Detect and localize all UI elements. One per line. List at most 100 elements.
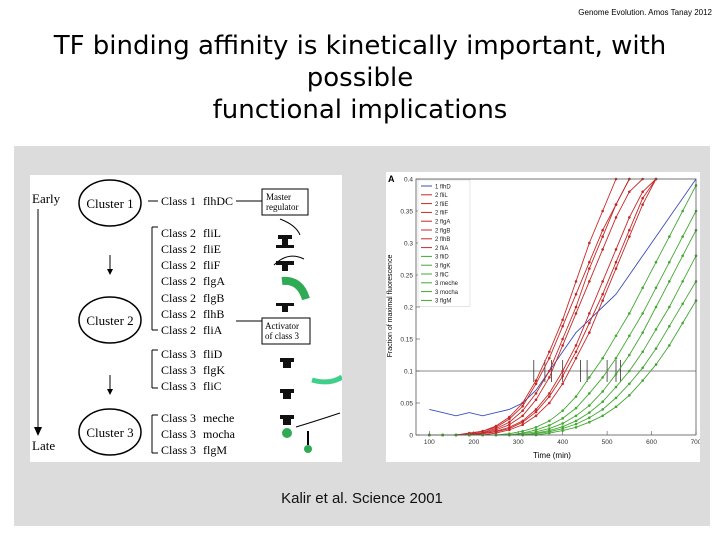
chart-axes: 0 0.05 0.1 0.15 0.2 0.25 0.3 0.35 0.4 100 200 300 40… [400,177,700,447]
y-tick-label: 0.2 [404,305,413,312]
legend-label: 3 mocha [435,290,459,296]
data-point [641,286,644,290]
data-point [574,356,578,360]
motor-icon [276,303,294,312]
data-point [494,424,498,428]
data-point [561,429,564,432]
gene-label-13: flgM [203,443,227,457]
activator-line-1: Activator [265,321,299,331]
data-point [654,328,658,331]
data-point [588,376,591,379]
x-tick-label: 700 [691,439,700,446]
data-point [521,420,524,424]
data-point [588,392,591,395]
data-point [534,414,538,418]
class-label-11: Class 3 [161,411,196,425]
gene-label-10: fliC [203,379,222,393]
legend-label: 3 fliD [435,255,449,261]
data-point [574,419,578,423]
data-point [561,422,564,425]
data-point [534,410,538,414]
data-point [548,431,551,435]
gene-label-0: flhDC [203,194,233,208]
y-tick-label: 0.3 [404,241,413,248]
data-point [601,390,604,393]
title-line-2: functional implications [212,95,508,125]
late-label: Late [32,438,55,453]
gene-label-7: fliA [203,323,223,337]
legend-label: 2 fliE [435,202,448,208]
panel-label: A [388,174,395,184]
data-point [548,356,551,360]
data-point [494,430,498,434]
data-point [508,427,511,430]
cluster-1-ellipse [78,179,142,227]
data-point [668,324,671,328]
cluster-2-ellipse [78,296,142,344]
hook-icon [276,261,294,271]
data-point [628,190,631,194]
arrow-1-head [107,269,113,275]
gene-label-6: flhB [203,307,224,321]
data-point [574,426,578,429]
master-regulator-line-1: Master [266,192,291,202]
data-point [601,209,604,213]
gene-label-8: fliD [203,347,223,361]
y-tick-label: 0.35 [400,209,413,216]
data-point [601,235,604,238]
gene-label-1: fliL [203,226,221,240]
class-label-5: Class 2 [161,291,196,305]
data-point [681,254,684,258]
data-point [654,347,658,350]
data-point [601,356,604,360]
data-point [534,382,538,386]
data-point [508,420,511,424]
data-point [628,353,631,357]
data-point [628,334,631,338]
data-point [494,427,498,430]
class-label-7: Class 2 [161,323,196,337]
data-point [508,415,511,419]
data-point [588,321,591,325]
arrow-2-head [107,389,113,395]
data-point [521,401,524,405]
data-point [601,408,604,411]
gene-label-2: fliE [203,242,221,256]
data-point [654,305,658,309]
data-point [681,321,684,325]
data-point [574,422,578,426]
class-label-2: Class 2 [161,242,196,256]
data-point [508,423,511,427]
data-point [681,280,684,283]
data-point [614,216,618,219]
legend-label: 2 flhB [435,237,450,243]
data-point [561,427,564,430]
class-label-13: Class 3 [161,443,196,457]
data-point [668,280,671,283]
y-axis-label: Fraction of maximal fluorescence [387,255,394,358]
x-tick-label: 200 [468,439,479,446]
data-point [614,385,618,389]
data-point [654,286,658,290]
chart-grid [416,360,696,382]
data-point [681,235,684,238]
data-point [548,424,551,427]
data-point [534,426,538,429]
data-point [668,305,671,309]
flgm-icon [304,445,312,453]
y-tick-label: 0.1 [404,369,413,376]
data-point [561,417,564,420]
data-point [601,248,604,251]
data-point [521,429,524,433]
figure-caption: Kalir et al. Science 2001 [281,490,443,507]
data-point [641,331,644,334]
data-point [561,324,564,328]
cluster-diagram: Early Late Cluster 1 Cluster 2 Cluster 3… [30,175,342,462]
data-point [628,228,631,232]
cluster-3-ellipse [78,408,142,456]
data-point [628,312,631,315]
data-point [681,302,684,306]
class-label-4: Class 2 [161,274,196,288]
data-point [614,372,618,376]
gene-label-5: flgB [203,291,224,305]
